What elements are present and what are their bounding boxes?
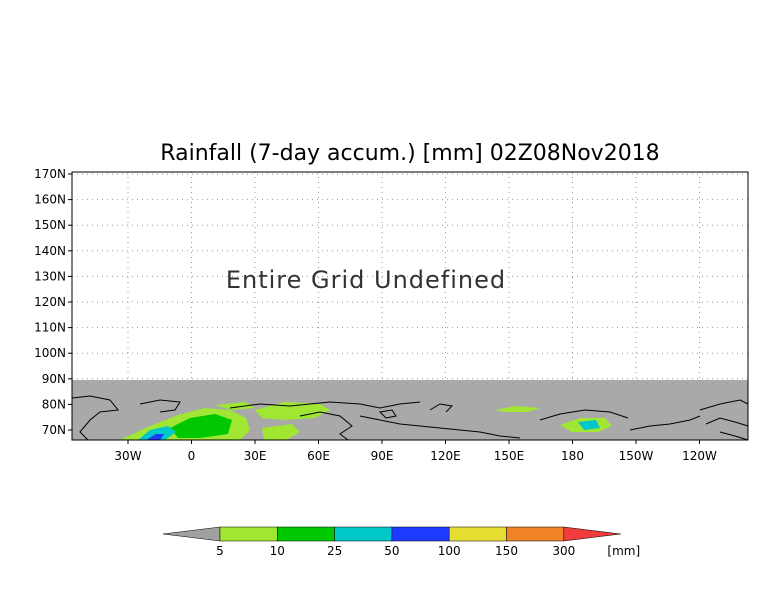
colorbar-low-triangle [162, 526, 221, 542]
colorbar-segment [448, 526, 507, 542]
colorbar: 5 10 25 50 100 150 300 [mm] [162, 526, 640, 558]
lat-tick-label: 110N [34, 321, 66, 335]
colorbar-high-triangle [563, 526, 621, 542]
lat-tick-label: 80N [42, 397, 66, 411]
map-title: Rainfall (7-day accum.) [mm] 02Z08Nov201… [160, 141, 659, 166]
colorbar-label: 300 [552, 544, 575, 558]
rain-patch-north [215, 402, 255, 410]
lon-tick-label: 120W [682, 449, 717, 463]
rain-patch-bering-heavy [578, 420, 600, 430]
colorbar-label: 50 [384, 544, 399, 558]
colorbar-label: 150 [495, 544, 518, 558]
colorbar-segment [391, 526, 450, 542]
lat-tick-label: 120N [34, 295, 66, 309]
lat-tick-label: 70N [42, 423, 66, 437]
lon-tick-label: 30E [244, 449, 267, 463]
lon-tick-label: 90E [371, 449, 394, 463]
rain-patch-russia [262, 424, 300, 440]
latitude-axis: 170N 160N 150N 140N 130N 120N 110N 100N 90N 80N 70… [34, 167, 72, 437]
colorbar-label: 100 [438, 544, 461, 558]
colorbar-segment [334, 526, 393, 542]
colorbar-segment [277, 526, 335, 542]
colorbar-label: 25 [327, 544, 342, 558]
undefined-grid-message: Entire Grid Undefined [226, 266, 506, 294]
coastlines [71, 395, 749, 441]
colorbar-segment [506, 526, 565, 542]
lat-tick-label: 150N [34, 218, 66, 232]
rain-patch-moderate [170, 414, 232, 438]
colorbar-label: 5 [216, 544, 224, 558]
lat-tick-label: 140N [34, 244, 66, 258]
longitude-axis: 30W 0 30E 60E 90E 120E 150E 180 150W 120W [114, 440, 717, 463]
rain-patch-arctic [495, 406, 540, 412]
lat-tick-label: 100N [34, 346, 66, 360]
lon-tick-label: 180 [561, 449, 584, 463]
lon-tick-label: 60E [307, 449, 330, 463]
rain-patches [120, 402, 612, 440]
rain-patch-very-heavy [146, 434, 164, 440]
lon-tick-label: 0 [188, 449, 196, 463]
colorbar-segment [219, 526, 278, 542]
lat-tick-label: 130N [34, 269, 66, 283]
lon-tick-label: 30W [114, 449, 141, 463]
plot-frame [71, 171, 749, 441]
lat-tick-label: 160N [34, 193, 66, 207]
colorbar-unit: [mm] [607, 544, 640, 558]
rain-patch-scandinavia [255, 402, 330, 420]
lon-tick-label: 150W [619, 449, 654, 463]
lon-tick-label: 150E [494, 449, 525, 463]
colorbar-label: 10 [270, 544, 285, 558]
lon-tick-label: 120E [430, 449, 461, 463]
rain-patch-heavy [138, 426, 176, 440]
lat-tick-label: 170N [34, 167, 66, 181]
lat-tick-label: 90N [42, 372, 66, 386]
